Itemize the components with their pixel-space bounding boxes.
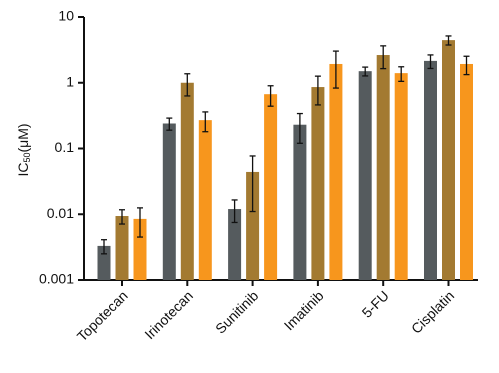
error-bar: [267, 85, 274, 107]
error-bar: [380, 45, 387, 70]
bar: [358, 71, 372, 280]
bar: [311, 87, 325, 280]
y-tick-label: 0.1: [55, 139, 75, 155]
x-tick-label: Cisplatin: [408, 287, 457, 336]
bar: [133, 218, 147, 280]
bar: [376, 55, 390, 280]
error-bar: [296, 112, 303, 144]
bar: [293, 124, 307, 280]
bar: [264, 94, 278, 281]
y-tick-label: 10: [58, 8, 74, 24]
error-bar: [314, 75, 321, 106]
x-tick-label: Imatinib: [281, 287, 327, 333]
x-tick-label: Topotecan: [74, 287, 131, 344]
y-axis-label: IC50(μM): [15, 123, 33, 176]
x-tick-label: Irinotecan: [141, 287, 196, 342]
bar: [329, 63, 343, 280]
bar: [246, 171, 260, 280]
bar: [162, 123, 176, 280]
error-bar: [137, 207, 143, 238]
error-bar: [427, 54, 434, 70]
error-bar: [398, 66, 405, 83]
y-tick-label: 0.001: [39, 271, 74, 287]
bar: [97, 245, 111, 280]
bar: [228, 209, 242, 280]
error-bar: [362, 66, 369, 77]
error-bar: [445, 35, 452, 46]
error-bar: [231, 199, 238, 224]
y-label-sub: 50: [22, 153, 32, 163]
bar: [180, 82, 194, 280]
bar: [394, 73, 408, 280]
error-bar: [463, 55, 470, 76]
bar: [115, 216, 129, 280]
error-bar: [332, 50, 339, 89]
error-bar: [166, 117, 173, 131]
x-tick-label: Sunitinib: [212, 287, 261, 336]
y-tick-label: 1: [66, 73, 74, 89]
error-bar: [184, 73, 191, 97]
error-bar: [202, 111, 209, 133]
y-label-unit: (μM): [15, 123, 31, 152]
y-tick-label: 0.01: [47, 205, 74, 221]
x-tick-label: 5-FU: [359, 287, 392, 320]
y-label-main: IC: [15, 163, 31, 177]
bar: [442, 40, 455, 280]
bar: [198, 120, 212, 280]
error-bar: [119, 209, 125, 225]
bar: [424, 60, 437, 281]
bar: [460, 63, 473, 280]
error-bar: [249, 155, 256, 213]
error-bar: [101, 239, 107, 255]
